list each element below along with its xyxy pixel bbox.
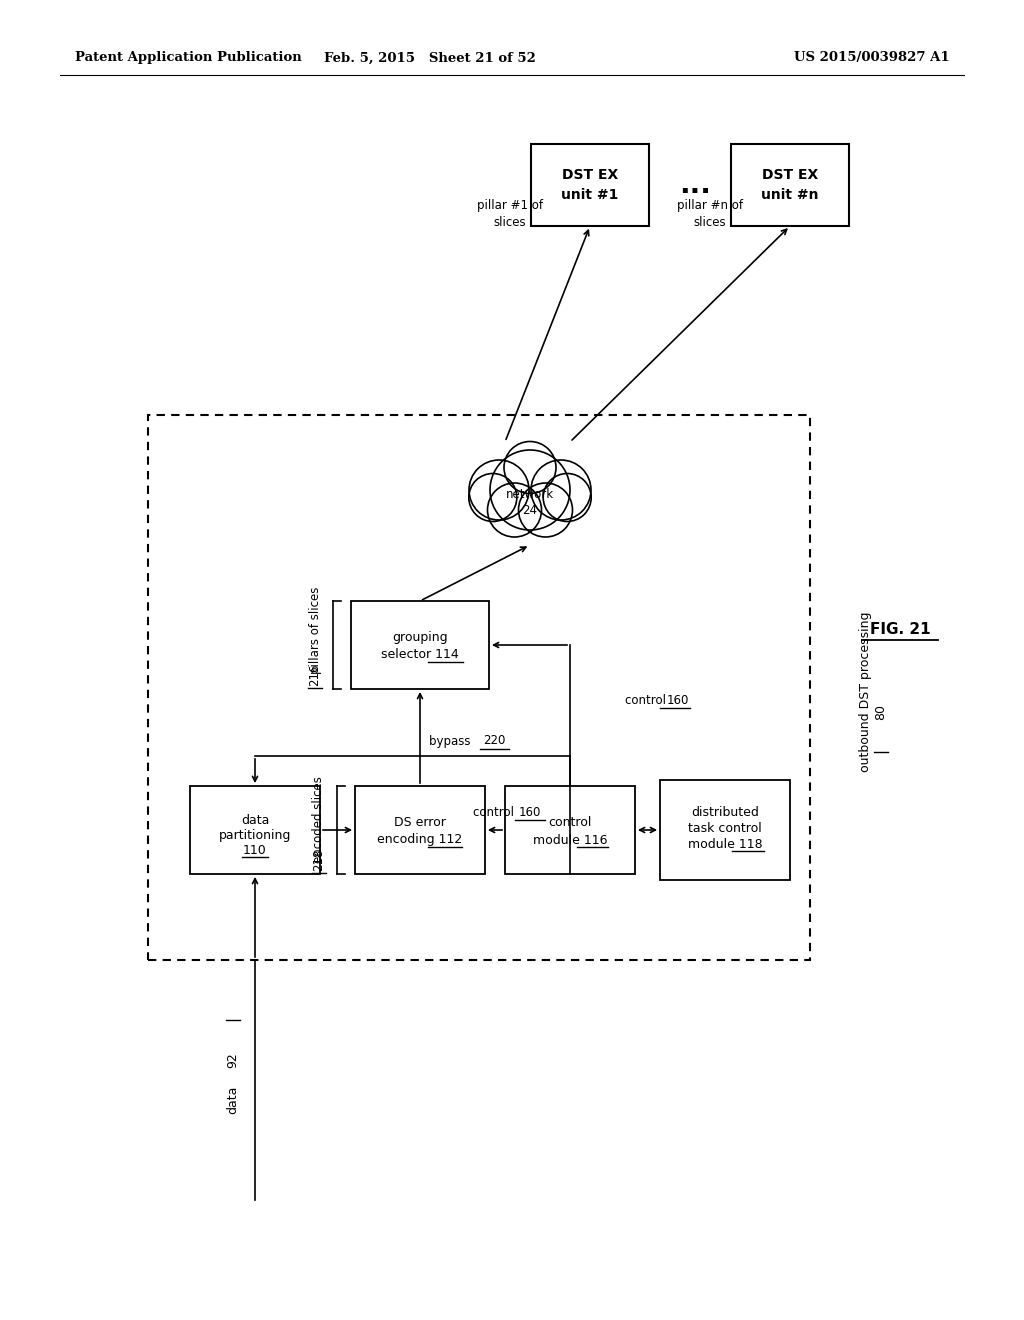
Circle shape xyxy=(531,459,591,520)
Bar xyxy=(531,144,649,226)
Text: task control: task control xyxy=(688,821,762,834)
Bar xyxy=(505,785,635,874)
Circle shape xyxy=(469,459,529,520)
Text: slices: slices xyxy=(494,216,526,230)
Text: partitioning: partitioning xyxy=(219,829,291,842)
Text: US 2015/0039827 A1: US 2015/0039827 A1 xyxy=(795,51,950,65)
Text: encoded slices: encoded slices xyxy=(312,776,326,863)
Text: 160: 160 xyxy=(519,805,542,818)
Text: 110: 110 xyxy=(243,843,267,857)
Text: DS error: DS error xyxy=(394,816,445,829)
Text: bypass: bypass xyxy=(429,734,475,747)
Circle shape xyxy=(469,474,517,521)
Bar xyxy=(355,785,485,874)
Circle shape xyxy=(504,441,556,494)
Text: 24: 24 xyxy=(522,503,538,516)
Circle shape xyxy=(487,483,542,537)
Text: 160: 160 xyxy=(667,693,689,706)
Text: DST EX: DST EX xyxy=(562,168,618,182)
Text: unit #1: unit #1 xyxy=(561,187,618,202)
Text: pillar #n of: pillar #n of xyxy=(677,198,743,211)
Text: 220: 220 xyxy=(482,734,505,747)
Text: Patent Application Publication: Patent Application Publication xyxy=(75,51,302,65)
Text: pillar #1 of: pillar #1 of xyxy=(477,198,543,211)
Text: FIG. 21: FIG. 21 xyxy=(869,623,931,638)
Text: Feb. 5, 2015   Sheet 21 of 52: Feb. 5, 2015 Sheet 21 of 52 xyxy=(324,51,536,65)
Text: ...: ... xyxy=(679,172,711,199)
Circle shape xyxy=(543,474,591,521)
Bar xyxy=(351,601,489,689)
Text: module 118: module 118 xyxy=(688,837,762,850)
Text: network: network xyxy=(506,488,554,502)
Text: data: data xyxy=(226,1086,240,1114)
Text: distributed: distributed xyxy=(691,805,759,818)
Circle shape xyxy=(490,450,570,531)
Text: data: data xyxy=(241,813,269,826)
Text: encoding 112: encoding 112 xyxy=(378,833,463,846)
Text: 92: 92 xyxy=(226,1052,240,1068)
Text: control: control xyxy=(625,693,670,706)
Bar xyxy=(660,780,790,880)
Text: unit #n: unit #n xyxy=(761,187,819,202)
Text: control: control xyxy=(548,816,592,829)
Text: control: control xyxy=(473,805,517,818)
Text: 80: 80 xyxy=(874,704,888,719)
Bar xyxy=(731,144,849,226)
Text: pillars of slices: pillars of slices xyxy=(308,586,322,673)
Circle shape xyxy=(518,483,572,537)
Text: outbound DST processing: outbound DST processing xyxy=(858,607,871,772)
Bar xyxy=(190,785,319,874)
Bar xyxy=(148,414,810,960)
Text: module 116: module 116 xyxy=(532,833,607,846)
Text: 216: 216 xyxy=(308,664,322,686)
Text: grouping: grouping xyxy=(392,631,447,644)
Text: selector 114: selector 114 xyxy=(381,648,459,661)
Text: 218: 218 xyxy=(312,849,326,871)
Text: slices: slices xyxy=(693,216,726,230)
Text: DST EX: DST EX xyxy=(762,168,818,182)
